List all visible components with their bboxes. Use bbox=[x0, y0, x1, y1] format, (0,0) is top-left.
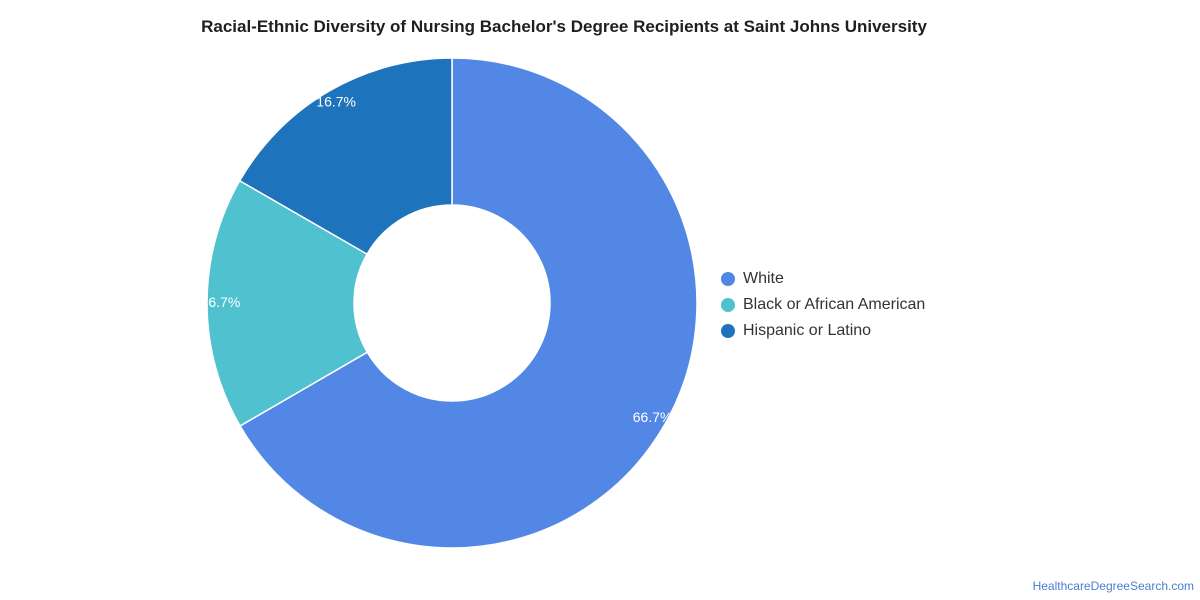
legend-item-hispanic[interactable]: Hispanic or Latino bbox=[721, 318, 925, 344]
slice-white[interactable] bbox=[239, 57, 698, 549]
legend-label-hispanic: Hispanic or Latino bbox=[743, 322, 872, 339]
slices-group bbox=[206, 57, 698, 549]
legend-label-white: White bbox=[743, 270, 784, 287]
slice-labels-group: 66.7% 16.7% 16.7% bbox=[201, 93, 673, 425]
watermark-link[interactable]: HealthcareDegreeSearch.com bbox=[1032, 579, 1194, 593]
legend-item-white[interactable]: White bbox=[721, 266, 925, 292]
legend-swatch-black bbox=[721, 298, 735, 312]
legend-label-black: Black or African American bbox=[743, 296, 926, 313]
legend-swatch-hispanic bbox=[721, 324, 735, 338]
chart-title: Racial-Ethnic Diversity of Nursing Bache… bbox=[201, 17, 927, 36]
slice-label-white: 66.7% bbox=[633, 409, 673, 425]
legend-swatch-white bbox=[721, 272, 735, 286]
slice-hispanic[interactable] bbox=[238, 57, 453, 256]
slice-label-hispanic: 16.7% bbox=[316, 93, 356, 109]
slice-label-black: 16.7% bbox=[201, 294, 241, 310]
slice-black[interactable] bbox=[206, 179, 369, 427]
legend-item-black[interactable]: Black or African American bbox=[721, 292, 925, 318]
legend: White Black or African American Hispanic… bbox=[721, 266, 925, 344]
